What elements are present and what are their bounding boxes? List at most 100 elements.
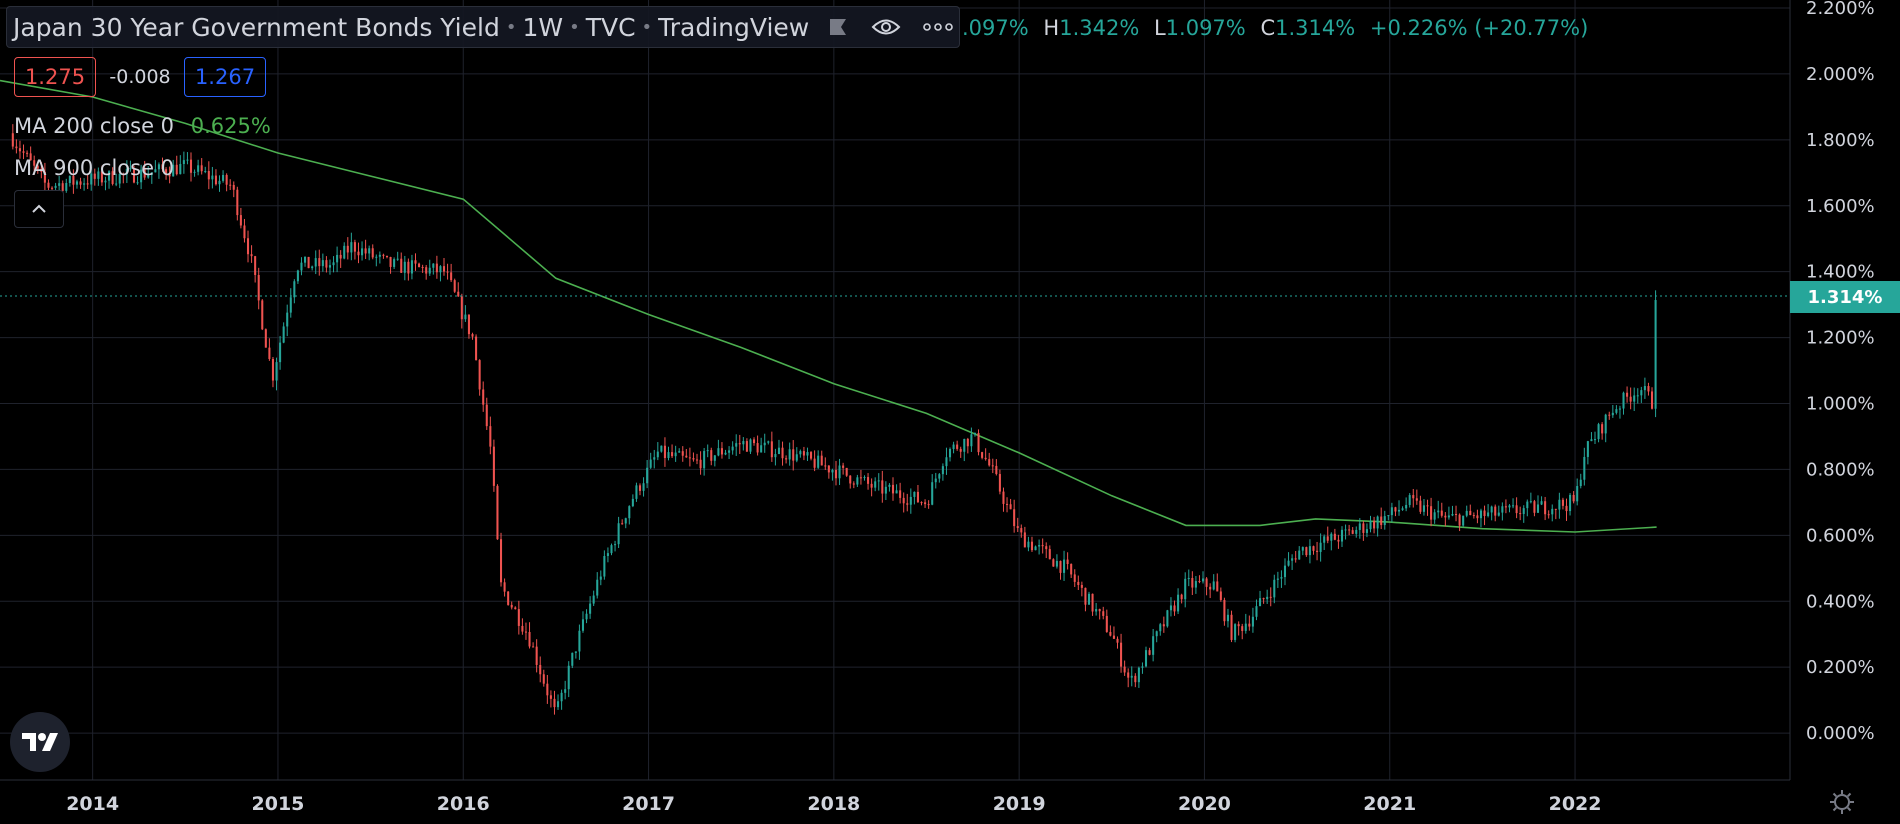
candle-body: [200, 165, 203, 172]
candle-body: [1654, 300, 1657, 409]
separator-dot: •: [641, 16, 653, 38]
candle-body: [1629, 396, 1632, 402]
symbol-name[interactable]: Japan 30 Year Government Bonds Yield: [13, 12, 500, 42]
candle-body: [621, 523, 624, 525]
candle-body: [1198, 581, 1201, 583]
candle-body: [1116, 638, 1119, 643]
candle-body: [1134, 675, 1137, 683]
candle-body: [1626, 392, 1629, 397]
chart-settings-button[interactable]: [1828, 788, 1856, 820]
candle-body: [514, 607, 517, 610]
candle-body: [50, 187, 54, 189]
candle-body: [1380, 516, 1383, 526]
candle-body: [1027, 541, 1030, 548]
ma200-legend[interactable]: MA 200 close 0 0.625%: [14, 114, 271, 138]
buy-price-box[interactable]: 1.267: [184, 57, 266, 97]
candle-body: [318, 258, 321, 267]
candle-body: [104, 180, 107, 183]
candle-body: [382, 254, 385, 256]
candle-body: [1462, 515, 1465, 526]
candle-body: [65, 182, 68, 191]
time-tick-label: 2022: [1549, 793, 1602, 815]
candle-body: [1551, 508, 1554, 515]
candle-body: [1312, 546, 1315, 551]
ma900-legend[interactable]: MA 900 close 0: [14, 156, 174, 180]
candle-body: [902, 497, 905, 504]
candle-body: [350, 242, 353, 253]
more-icon[interactable]: [923, 22, 954, 32]
sell-price-box[interactable]: 1.275: [14, 57, 96, 97]
candle-body: [1497, 512, 1500, 516]
candle-body: [1301, 547, 1304, 551]
candle-body: [913, 491, 916, 497]
candle-body: [720, 448, 723, 455]
candle-body: [122, 173, 125, 175]
candle-body: [728, 450, 731, 453]
candle-body: [560, 692, 563, 702]
change-value: +0.226% (+20.77%): [1369, 16, 1589, 40]
price-axis[interactable]: 2.200% 2.000% 1.800% 1.600% 1.400% 1.200% 1.00…: [1806, 0, 1875, 744]
candle-body: [1287, 560, 1290, 566]
candle-body: [1615, 409, 1618, 413]
candle-body: [1390, 507, 1393, 516]
candle-body: [154, 169, 157, 173]
candle-body: [1593, 439, 1597, 441]
buy-price: 1.267: [194, 65, 256, 89]
candle-body: [884, 486, 887, 494]
candle-body: [1130, 675, 1133, 678]
candle-body: [314, 258, 317, 267]
sell-price: 1.275: [24, 65, 86, 89]
flag-icon[interactable]: [827, 16, 849, 38]
candle-body: [585, 613, 588, 620]
candle-body: [453, 280, 456, 292]
low-label: L: [1153, 16, 1166, 40]
time-axis[interactable]: 2014 2015 2016 2017 2018 2019 2020 2021 2022: [66, 793, 1601, 815]
candle-body: [1412, 495, 1415, 499]
eye-icon[interactable]: [871, 16, 901, 38]
tradingview-logo[interactable]: [10, 712, 70, 772]
time-tick-label: 2016: [437, 793, 490, 815]
candle-body: [1561, 499, 1564, 506]
candle-body: [824, 465, 827, 467]
candle-body: [197, 165, 200, 172]
candle-body: [881, 480, 884, 494]
candle-body: [1038, 545, 1041, 547]
candle-body: [667, 452, 670, 459]
candle-body: [496, 485, 499, 540]
candle-body: [1194, 581, 1197, 588]
candle-body: [61, 183, 64, 191]
candle-body: [535, 646, 538, 665]
candle-body: [1209, 586, 1212, 590]
candle-body: [638, 485, 642, 491]
candle-body: [229, 184, 232, 186]
candle-body: [941, 466, 944, 475]
candle-body: [703, 451, 706, 469]
candle-body: [471, 334, 474, 337]
candle-body: [1576, 486, 1579, 502]
candle-body: [1316, 550, 1319, 552]
candle-body: [11, 133, 14, 147]
candle-body: [1187, 577, 1190, 579]
candle-body: [243, 225, 246, 239]
candle-body: [1447, 515, 1450, 518]
interval-label[interactable]: 1W: [522, 12, 564, 42]
candle-body: [963, 438, 966, 452]
candle-body: [774, 454, 777, 458]
candle-body: [407, 261, 410, 274]
candle-body: [289, 297, 292, 313]
candle-body: [125, 168, 128, 175]
price-tick-label: 2.000%: [1806, 64, 1875, 85]
candle-body: [1230, 614, 1233, 640]
symbol-title-box[interactable]: Japan 30 Year Government Bonds Yield • 1…: [6, 6, 961, 48]
candle-body: [1430, 506, 1433, 520]
candle-body: [1365, 529, 1368, 533]
candle-body: [1105, 615, 1108, 632]
price-tick-label: 0.200%: [1806, 657, 1875, 678]
candle-body: [396, 258, 399, 260]
candle-body: [642, 483, 645, 491]
candle-body: [899, 490, 902, 498]
candles-layer: [11, 124, 1657, 715]
collapse-legend-button[interactable]: [14, 190, 64, 228]
candle-body: [1095, 609, 1098, 612]
